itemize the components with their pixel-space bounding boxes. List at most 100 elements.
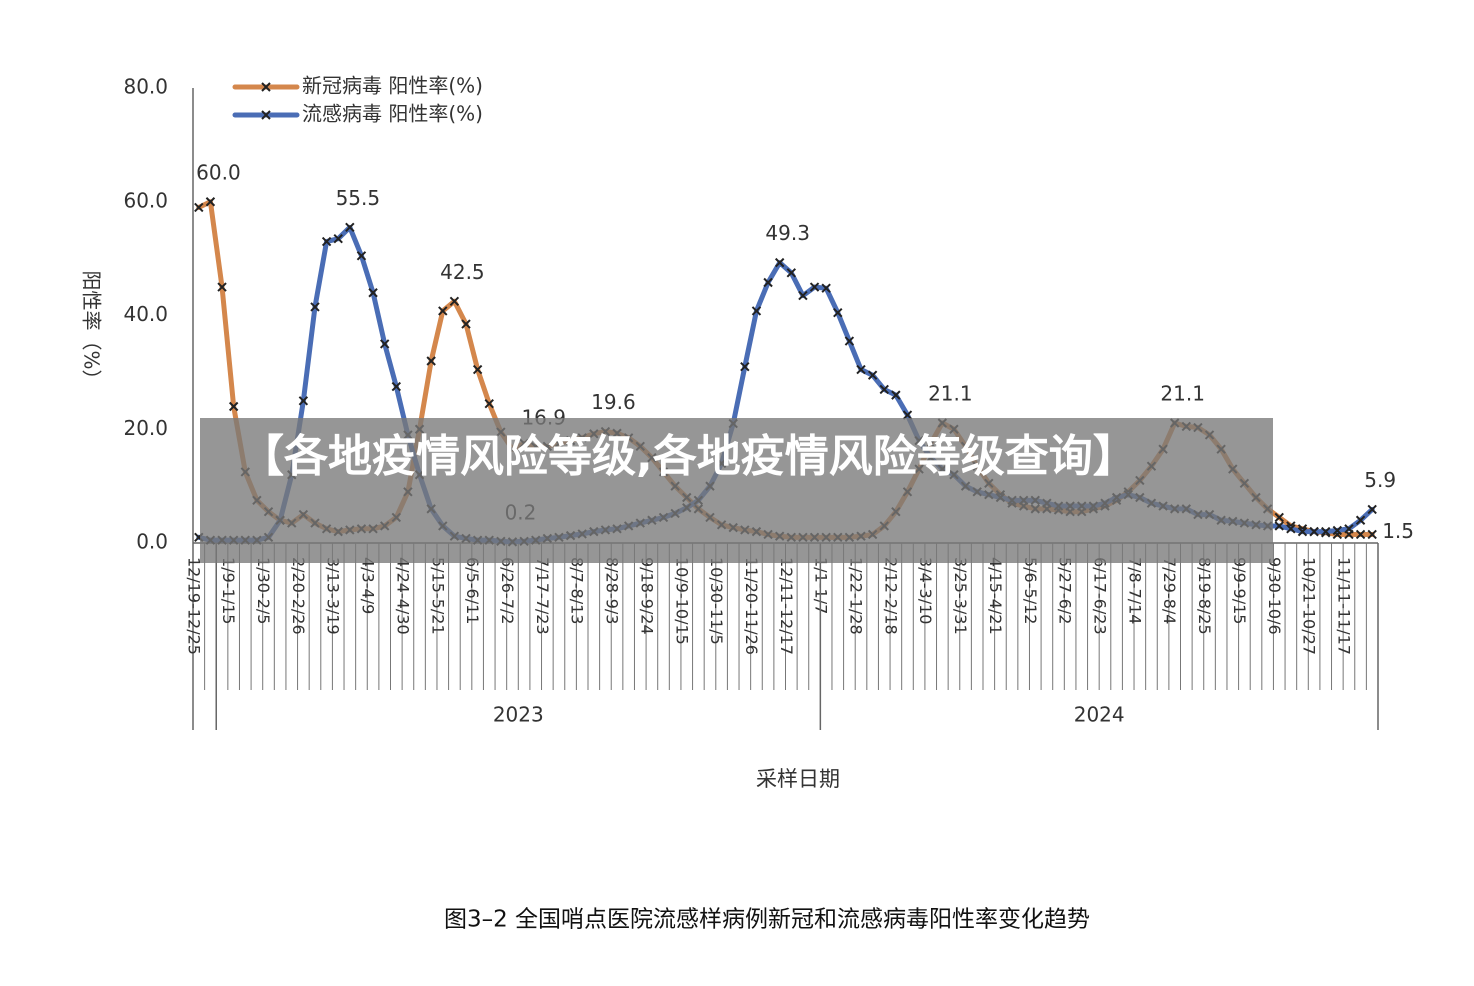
data-label: 60.0 [196, 160, 241, 184]
data-point [449, 296, 460, 306]
data-point [333, 234, 343, 244]
x-tick-label: 1/9-1/15 [219, 557, 238, 624]
x-tick-label: 5/15-5/21 [428, 557, 447, 635]
data-point [867, 370, 878, 380]
caption: 图3–2 全国哨点医院流感样病例新冠和流感病毒阳性率变化趋势 [444, 907, 1090, 933]
x-tick-label: 9/18-9/24 [637, 557, 656, 635]
data-point [844, 336, 855, 346]
x-tick-label: 8/28-9/3 [603, 557, 622, 624]
x-tick-label: 1/1-1/7 [812, 557, 831, 614]
data-point [1286, 524, 1296, 534]
data-point [391, 381, 402, 392]
x-tick-label: 2/20-2/26 [289, 557, 308, 635]
y-tick-label: 80.0 [123, 75, 168, 99]
x-tick-label: 7/8-7/14 [1125, 557, 1144, 624]
x-tick-label: 7/29-8/4 [1160, 557, 1179, 624]
y-tick-label: 60.0 [123, 188, 168, 212]
data-label: 42.5 [440, 260, 485, 284]
x-tick-label: 12/11-12/17 [777, 557, 796, 655]
x-tick-label: 5/27-6/2 [1056, 557, 1075, 624]
data-label: 55.5 [336, 186, 381, 210]
legend-label: 新冠病毒 阳性率(%) [302, 74, 483, 98]
data-point [1367, 504, 1377, 515]
data-point [368, 288, 378, 298]
data-point [1332, 525, 1343, 536]
data-point [1274, 512, 1284, 523]
group-label: 2024 [1074, 703, 1125, 727]
data-point [426, 356, 436, 366]
data-point [809, 282, 820, 292]
data-point [438, 306, 448, 316]
data-point [856, 364, 866, 375]
x-tick-label: 12/19-12/25 [184, 557, 203, 655]
data-point [1274, 521, 1284, 531]
x-tick-label: 3/25-3/31 [951, 557, 970, 635]
x-tick-label: 9/30-10/6 [1265, 557, 1284, 635]
x-tick-label: 11/20-11/26 [742, 557, 761, 655]
x-tick-label: 4/3-4/9 [359, 557, 378, 614]
data-point [1309, 526, 1319, 537]
data-point [461, 319, 471, 329]
data-point [1297, 526, 1308, 537]
data-point [751, 306, 762, 316]
data-point [379, 339, 390, 349]
data-label: 5.9 [1364, 468, 1396, 492]
data-point [1355, 515, 1366, 525]
data-point [902, 410, 913, 420]
x-tick-label: 1/30-2/5 [254, 557, 273, 624]
data-point [310, 302, 320, 312]
x-tick-label: 8/7-8/13 [568, 557, 587, 624]
data-label: 21.1 [1160, 381, 1205, 405]
data-point [298, 396, 309, 406]
data-point [472, 364, 483, 375]
legend-label: 流感病毒 阳性率(%) [302, 102, 483, 126]
x-tick-label: 9/9-9/15 [1230, 557, 1249, 624]
data-point [1367, 529, 1377, 540]
x-tick-label: 3/13-3/19 [324, 557, 343, 635]
y-tick-label: 0.0 [136, 530, 168, 554]
data-point [740, 361, 750, 372]
data-point [786, 268, 797, 278]
data-label: 49.3 [765, 221, 810, 245]
data-point [1344, 524, 1354, 534]
data-point [833, 307, 843, 318]
x-tick-label: 2/12-2/18 [881, 557, 900, 635]
y-tick-label: 40.0 [123, 302, 168, 326]
x-tick-label: 6/26-7/2 [498, 557, 517, 624]
x-tick-label: 10/21-10/27 [1300, 557, 1319, 655]
data-point [205, 197, 216, 207]
data-point [228, 401, 239, 412]
data-point [194, 202, 204, 213]
x-tick-label: 4/24-4/30 [393, 557, 412, 635]
x-tick-label: 5/6-5/12 [1021, 557, 1040, 624]
data-point [1355, 529, 1366, 540]
data-point [484, 398, 494, 409]
legend-marker [261, 82, 271, 92]
group-label: 2023 [493, 703, 544, 727]
x-tick-label: 4/15-4/21 [986, 557, 1005, 635]
x-tick-label: 1/22-1/28 [847, 557, 866, 635]
x-tick-label: 6/5-6/11 [463, 557, 482, 624]
y-axis-title: 阳性率（%） [80, 270, 104, 389]
data-point [774, 257, 785, 268]
x-axis-title: 采样日期 [756, 767, 840, 791]
data-point [1321, 526, 1331, 537]
x-tick-label: 8/19-8/25 [1195, 557, 1214, 635]
x-tick-label: 11/11-11/17 [1334, 557, 1353, 655]
data-label: 19.6 [591, 390, 636, 414]
y-tick-label: 20.0 [123, 416, 168, 440]
x-tick-label: 3/4-3/10 [916, 557, 935, 624]
data-point [345, 222, 355, 233]
data-point [321, 236, 332, 247]
x-tick-label: 10/9-10/15 [672, 557, 691, 645]
data-label: 21.1 [928, 381, 973, 405]
data-point [217, 282, 227, 292]
legend-marker [261, 110, 271, 120]
x-tick-label: 6/17-6/23 [1090, 557, 1109, 635]
data-point [798, 290, 808, 301]
data-point [356, 251, 367, 261]
overlay-title: 【各地疫情风险等级,各地疫情风险等级查询】 [200, 418, 1273, 563]
x-tick-label: 7/17-7/23 [533, 557, 552, 635]
data-label: 1.5 [1382, 519, 1414, 543]
